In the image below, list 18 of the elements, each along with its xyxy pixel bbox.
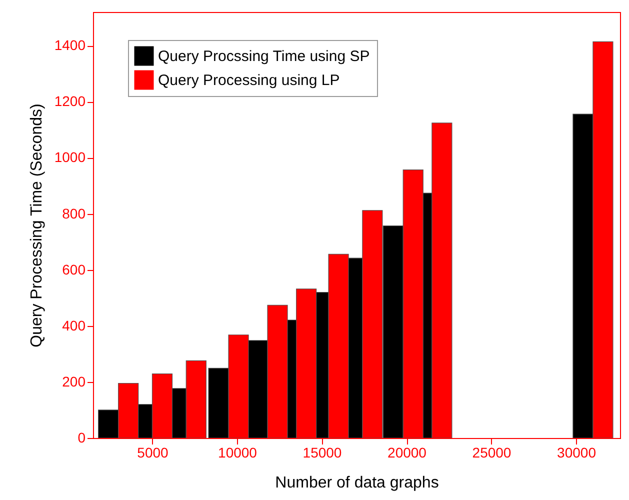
y-tick-label: 600 [62, 261, 86, 278]
y-tick-label: 800 [62, 205, 86, 222]
legend-label: Query Processing using LP [158, 72, 340, 89]
y-tick-label: 200 [62, 373, 86, 390]
y-tick-label: 0 [78, 430, 86, 446]
x-tick-label: 20000 [388, 444, 427, 460]
x-tick-label: 15000 [302, 444, 342, 460]
y-tick-label: 1200 [54, 93, 86, 110]
x-axis-title: Number of data graphs [275, 474, 439, 492]
legend-label: Query Procssing Time using SP [158, 48, 370, 65]
y-tick-label: 1000 [54, 149, 86, 166]
y-tick-label: 1400 [54, 37, 86, 54]
x-tick-label: 5000 [137, 444, 169, 460]
x-tick-label: 30000 [557, 444, 596, 460]
y-axis-title: Query Processing Time (Seconds) [28, 104, 46, 348]
y-tick-label: 400 [62, 317, 86, 334]
x-tick-label: 25000 [472, 444, 512, 460]
x-tick-label: 10000 [218, 444, 258, 460]
